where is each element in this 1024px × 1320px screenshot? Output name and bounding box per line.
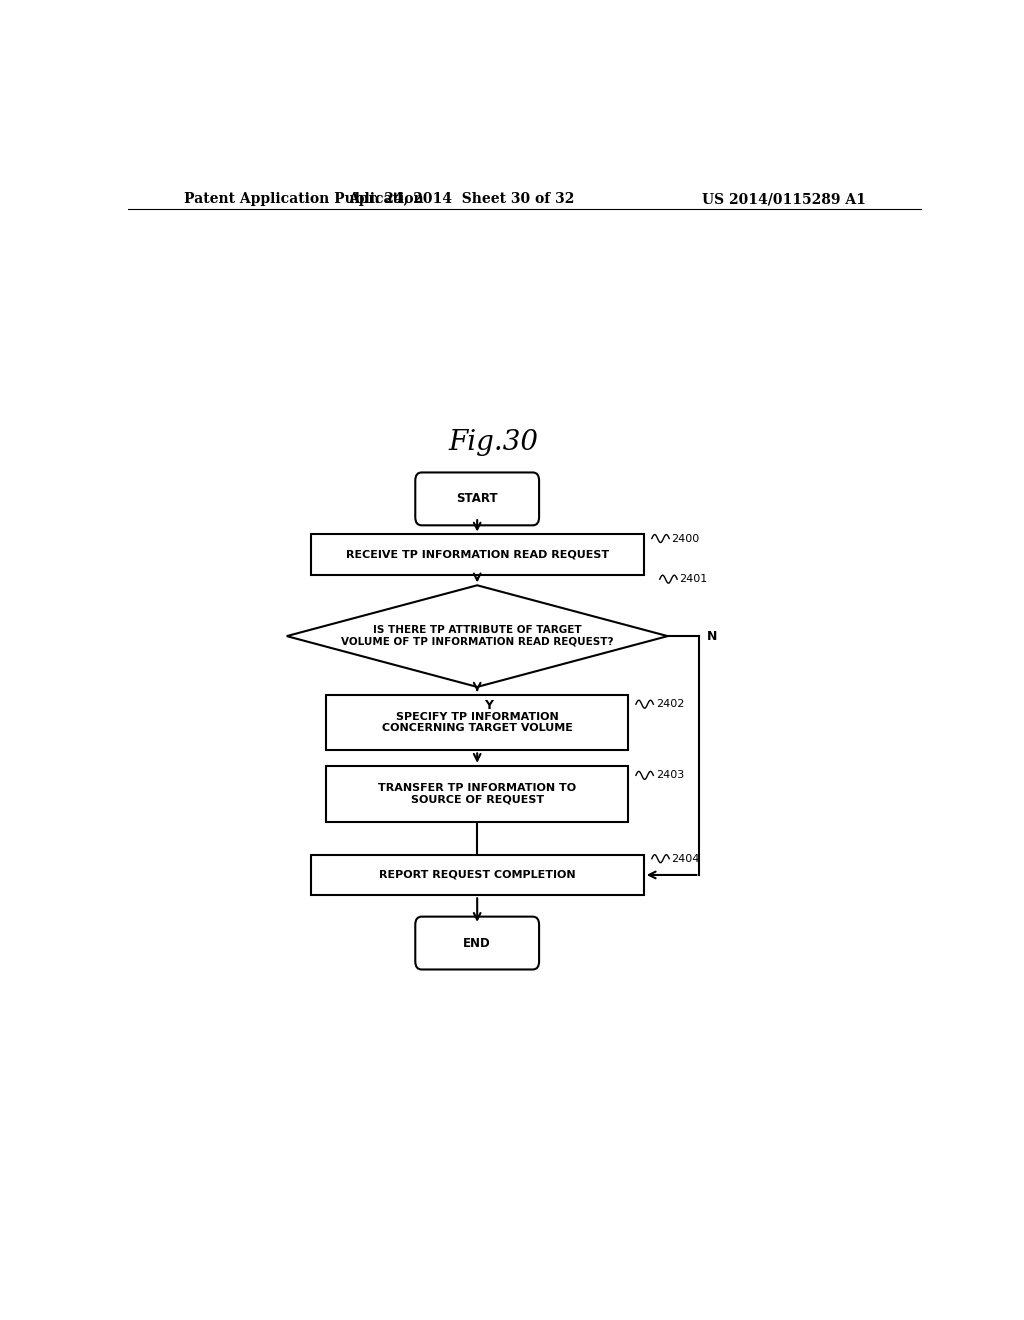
Text: 2402: 2402 xyxy=(655,700,684,709)
Text: RECEIVE TP INFORMATION READ REQUEST: RECEIVE TP INFORMATION READ REQUEST xyxy=(346,550,608,560)
FancyBboxPatch shape xyxy=(416,916,539,969)
Polygon shape xyxy=(287,585,668,686)
Text: Fig.30: Fig.30 xyxy=(449,429,538,457)
Text: 2400: 2400 xyxy=(672,533,699,544)
FancyBboxPatch shape xyxy=(310,535,644,576)
Text: START: START xyxy=(457,492,498,506)
Text: 2403: 2403 xyxy=(655,771,684,780)
Text: 2404: 2404 xyxy=(672,854,700,863)
Text: Apr. 24, 2014  Sheet 30 of 32: Apr. 24, 2014 Sheet 30 of 32 xyxy=(348,191,574,206)
Text: N: N xyxy=(708,630,718,643)
Text: Y: Y xyxy=(484,700,494,711)
FancyBboxPatch shape xyxy=(416,473,539,525)
FancyBboxPatch shape xyxy=(310,854,644,895)
Text: END: END xyxy=(463,937,492,949)
Text: 2401: 2401 xyxy=(680,574,708,585)
Text: US 2014/0115289 A1: US 2014/0115289 A1 xyxy=(702,191,866,206)
FancyBboxPatch shape xyxy=(327,766,628,821)
Text: IS THERE TP ATTRIBUTE OF TARGET
VOLUME OF TP INFORMATION READ REQUEST?: IS THERE TP ATTRIBUTE OF TARGET VOLUME O… xyxy=(341,626,613,647)
Text: SPECIFY TP INFORMATION
CONCERNING TARGET VOLUME: SPECIFY TP INFORMATION CONCERNING TARGET… xyxy=(382,711,572,734)
FancyBboxPatch shape xyxy=(327,694,628,751)
Text: TRANSFER TP INFORMATION TO
SOURCE OF REQUEST: TRANSFER TP INFORMATION TO SOURCE OF REQ… xyxy=(378,783,577,804)
Text: Patent Application Publication: Patent Application Publication xyxy=(183,191,423,206)
Text: REPORT REQUEST COMPLETION: REPORT REQUEST COMPLETION xyxy=(379,870,575,880)
